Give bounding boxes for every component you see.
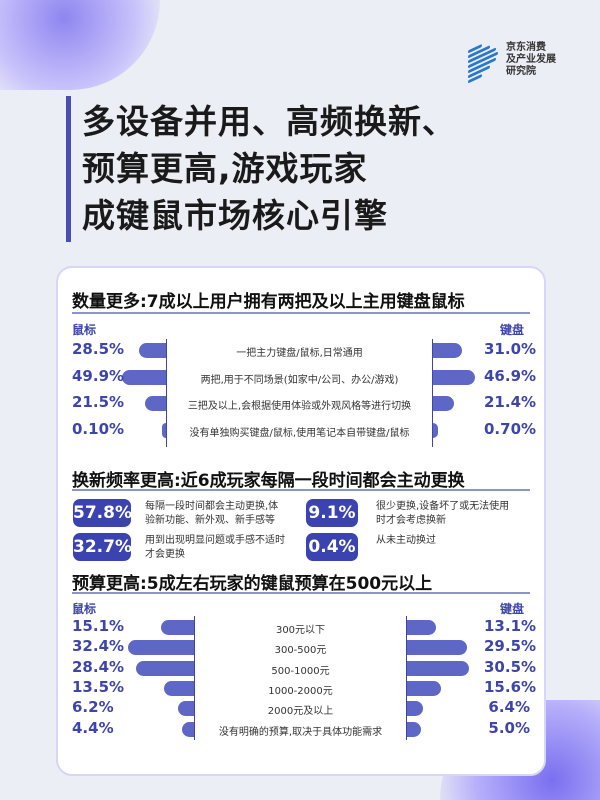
category-label: 1000-2000元 bbox=[268, 685, 333, 697]
right-bar bbox=[433, 369, 475, 385]
category-label: 300-500元 bbox=[274, 645, 327, 657]
title-accent-bar bbox=[66, 96, 71, 242]
left-bar bbox=[122, 369, 166, 385]
right-value-label: 13.1% bbox=[484, 617, 537, 635]
left-bar bbox=[181, 721, 194, 737]
stat-description: 很少更换,设备坏了或无法使用时才会考虑换新 bbox=[376, 501, 510, 526]
category-label: 500-1000元 bbox=[271, 665, 330, 677]
left-axis-line bbox=[166, 339, 167, 447]
divider bbox=[72, 592, 530, 594]
stat-badge: 9.1% bbox=[306, 499, 358, 527]
decor-blob-top bbox=[0, 0, 160, 90]
right-value-label: 21.4% bbox=[484, 393, 537, 411]
right-bar bbox=[433, 396, 455, 411]
right-axis-line bbox=[432, 339, 433, 447]
divider bbox=[72, 312, 530, 314]
right-value-label: 30.5% bbox=[484, 657, 537, 676]
left-bar bbox=[164, 680, 194, 696]
left-bar bbox=[128, 640, 194, 656]
right-value-label: 46.9% bbox=[484, 366, 537, 385]
left-value-label: 21.5% bbox=[72, 393, 125, 411]
right-bar bbox=[433, 343, 462, 358]
logo: 京东消费 及产业发展 研究院 bbox=[468, 42, 556, 84]
category-label: 300元以下 bbox=[275, 625, 326, 636]
stat-description: 从未主动换过 bbox=[376, 535, 436, 546]
category-label: 没有单独购买键盘/鼠标,使用笔记本自带键盘/鼠标 bbox=[189, 427, 410, 439]
left-value-label: 6.2% bbox=[72, 698, 114, 717]
left-bar bbox=[161, 620, 194, 635]
right-bar bbox=[433, 422, 438, 438]
left-value-label: 15.1% bbox=[72, 617, 125, 635]
category-label: 2000元及以上 bbox=[267, 706, 334, 718]
right-bar bbox=[407, 701, 424, 717]
divider bbox=[72, 489, 530, 491]
left-value-label: 28.5% bbox=[72, 340, 125, 358]
right-value-label: 29.5% bbox=[484, 637, 537, 656]
right-bar bbox=[407, 680, 441, 696]
right-value-label: 15.6% bbox=[484, 677, 537, 696]
right-value-label: 0.70% bbox=[484, 419, 537, 438]
section-title-quantity: 数量更多:7成以上用户拥有两把及以上主用键盘鼠标 bbox=[72, 292, 465, 312]
stat-badge: 32.7% bbox=[73, 533, 132, 561]
left-bar bbox=[178, 701, 194, 717]
stat-description: 用到出现明显问题或手感不适时才会更换 bbox=[145, 535, 285, 560]
left-axis-line bbox=[194, 616, 195, 740]
category-label: 一把主力键盘/鼠标,日常通用 bbox=[236, 348, 363, 359]
left-series-label: 鼠标 bbox=[72, 602, 97, 616]
category-label: 三把及以上,会根据使用体验或外观风格等进行切换 bbox=[187, 401, 412, 412]
right-bar bbox=[407, 640, 468, 656]
right-bar bbox=[407, 721, 421, 737]
stat-badge: 0.4% bbox=[306, 533, 358, 561]
content-card bbox=[56, 266, 546, 776]
section-title-frequency: 换新频率更高:近6成玩家每隔一段时间都会主动更换 bbox=[72, 471, 465, 491]
page-title: 多设备并用、高频换新、 预算更高,游戏玩家 成键鼠市场核心引擎 bbox=[82, 102, 456, 235]
stat-badge: 57.8% bbox=[73, 499, 132, 527]
left-bar bbox=[139, 343, 166, 358]
left-value-label: 4.4% bbox=[72, 718, 114, 737]
left-bar bbox=[144, 396, 166, 411]
category-label: 两把,用于不同场景(如家中/公司、办公/游戏) bbox=[200, 374, 399, 386]
left-bar bbox=[135, 660, 194, 676]
right-value-label: 31.0% bbox=[484, 340, 537, 358]
right-value-label: 5.0% bbox=[488, 718, 530, 737]
left-value-label: 0.10% bbox=[72, 419, 125, 438]
right-series-label: 键盘 bbox=[500, 323, 525, 337]
right-bar bbox=[407, 620, 437, 635]
right-value-label: 6.4% bbox=[488, 698, 530, 717]
left-value-label: 13.5% bbox=[72, 677, 125, 696]
stat-description: 每隔一段时间都会主动更换,体验新功能、新外观、新手感等 bbox=[145, 501, 279, 526]
left-series-label: 鼠标 bbox=[72, 323, 97, 337]
left-value-label: 32.4% bbox=[72, 637, 125, 656]
left-value-label: 49.9% bbox=[72, 366, 125, 385]
right-axis-line bbox=[406, 616, 407, 740]
logo-stripes-icon bbox=[468, 36, 500, 85]
category-label: 没有明确的预算,取决于具体功能需求 bbox=[218, 726, 383, 738]
right-series-label: 键盘 bbox=[500, 602, 525, 616]
logo-text: 京东消费 及产业发展 研究院 bbox=[506, 42, 556, 77]
left-value-label: 28.4% bbox=[72, 657, 125, 676]
section-title-budget: 预算更高:5成左右玩家的键鼠预算在500元以上 bbox=[72, 574, 433, 594]
left-bar bbox=[161, 422, 166, 438]
right-bar bbox=[407, 660, 470, 676]
